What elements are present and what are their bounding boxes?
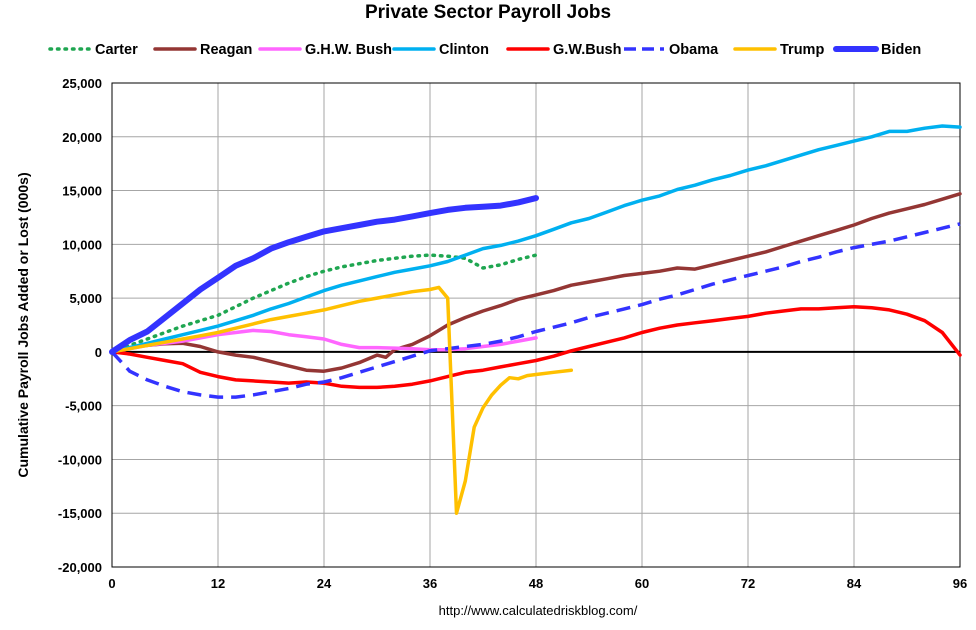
series-line-reagan	[110, 192, 962, 373]
x-tick-label: 36	[423, 576, 437, 591]
y-tick-labels: -20,000 -15,000 -10,000 -5,000 0 5,000 10,000 1…	[58, 76, 102, 575]
legend-label: Biden	[881, 42, 921, 58]
y-tick-label: 10,000	[62, 237, 102, 252]
x-tick-label: 96	[953, 576, 967, 591]
x-tick-label: 84	[847, 576, 862, 591]
series-layer	[109, 124, 962, 515]
series-line-obama	[110, 222, 961, 399]
series-line-trump	[110, 285, 574, 515]
series-line-biden	[109, 195, 539, 355]
legend-label: G.H.W. Bush	[305, 42, 392, 58]
legend-label: G.W.Bush	[553, 42, 621, 58]
series-line-g-w-bush	[110, 304, 962, 390]
y-tick-label: 20,000	[62, 130, 102, 145]
series-line-clinton	[110, 124, 962, 354]
y-tick-label: -20,000	[58, 560, 102, 575]
x-tick-label: 12	[211, 576, 225, 591]
x-tick-label: 0	[108, 576, 115, 591]
series-line-carter	[110, 253, 538, 354]
legend-label: Carter	[95, 42, 138, 58]
plot-frame	[111, 82, 961, 568]
x-tick-labels: 0 12 24 36 48 60 72 84 96	[108, 576, 967, 591]
legend: Carter Reagan G.H.W. Bush Clinton G.W.Bush Ob…	[48, 42, 921, 58]
y-axis-label: Cumulative Payroll Jobs Added or Lost (0…	[15, 172, 31, 477]
legend-label: Trump	[780, 42, 824, 58]
x-tick-label: 60	[635, 576, 649, 591]
legend-label: Reagan	[200, 42, 252, 58]
legend-label: Obama	[669, 42, 719, 58]
y-tick-label: -5,000	[65, 399, 102, 414]
y-tick-label: -15,000	[58, 506, 102, 521]
x-tick-label: 24	[317, 576, 332, 591]
x-tick-label: 48	[529, 576, 543, 591]
source-url: http://www.calculatedriskblog.com/	[439, 603, 638, 618]
series-line-g-h-w-bush	[110, 328, 538, 354]
y-tick-label: 5,000	[69, 291, 102, 306]
y-tick-label: -10,000	[58, 452, 102, 467]
x-tick-label: 72	[741, 576, 755, 591]
chart-title: Private Sector Payroll Jobs	[365, 2, 611, 23]
legend-label: Clinton	[439, 42, 489, 58]
gridlines	[111, 82, 961, 568]
y-tick-label: 25,000	[62, 76, 102, 91]
y-tick-label: 0	[95, 345, 102, 360]
y-tick-label: 15,000	[62, 184, 102, 199]
